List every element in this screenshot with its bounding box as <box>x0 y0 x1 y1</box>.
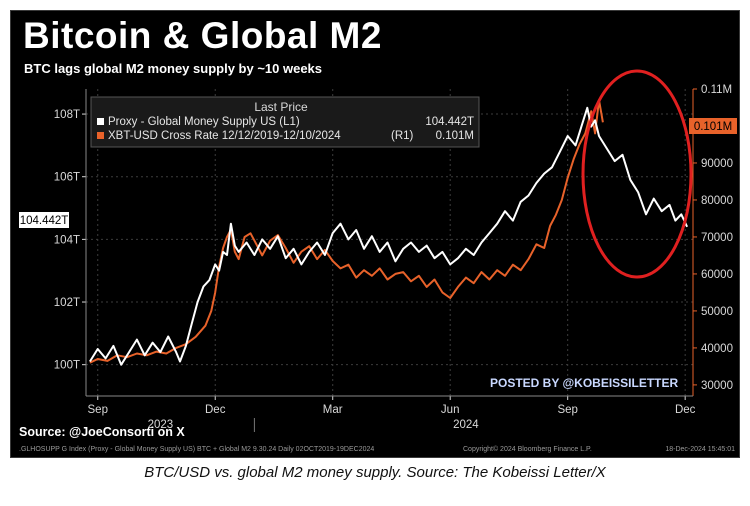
watermark: POSTED BY @KOBEISSILETTER <box>490 376 679 390</box>
footer-timestamp: 18-Dec-2024 15:45:01 <box>665 446 735 453</box>
right-tick-label: 0.11M <box>701 84 732 96</box>
x-year-label: 2024 <box>453 419 479 431</box>
x-tick-label: Jun <box>441 404 460 416</box>
left-tick-label: 104T <box>54 234 80 246</box>
x-tick-label: Mar <box>323 404 343 416</box>
right-last-value-text: 0.101M <box>694 121 732 133</box>
right-tick-label: 30000 <box>701 380 733 392</box>
legend-m2-value: 104.442T <box>425 116 474 128</box>
right-tick-label: 40000 <box>701 343 733 355</box>
right-axis: 30000 40000 50000 60000 70000 80000 90000 0.11M <box>692 84 733 396</box>
x-tick-label: Sep <box>88 404 108 416</box>
left-last-value-tag: 104.442T <box>19 212 69 228</box>
footer-source: Source: @JoeConsorti on X <box>19 425 185 439</box>
left-tick-label: 102T <box>54 297 80 309</box>
x-tick-label: Dec <box>205 404 226 416</box>
legend: Last Price Proxy - Global Money Supply U… <box>90 96 480 148</box>
chart-panel: 100T 102T 104T 106T 108T 30000 40000 50000 6000… <box>10 10 740 458</box>
left-tick-label: 108T <box>54 109 80 121</box>
highlight-circle <box>581 69 693 279</box>
x-tick-label: Dec <box>675 404 696 416</box>
series-layer <box>89 99 689 366</box>
x-axis: Sep Dec Mar Jun Sep Dec 2023 2024 <box>86 395 696 432</box>
right-tick-label: 90000 <box>701 158 733 170</box>
right-tick-label: 50000 <box>701 306 733 318</box>
footer-copyright: Copyright© 2024 Bloomberg Finance L.P. <box>463 445 592 453</box>
x-tick-label: Sep <box>557 404 577 416</box>
chart-title: Bitcoin & Global M2 <box>23 15 382 56</box>
left-tick-label: 100T <box>54 360 80 372</box>
right-tick-label: 80000 <box>701 195 733 207</box>
footer-info: .GLHOSUPP G Index (Proxy - Global Money … <box>19 446 374 453</box>
legend-btc-label: XBT-USD Cross Rate 12/12/2019-12/10/2024 <box>108 130 341 142</box>
figure-caption: BTC/USD vs. global M2 money supply. Sour… <box>144 464 606 481</box>
right-tick-label: 60000 <box>701 269 733 281</box>
legend-btc-swatch <box>97 132 104 139</box>
legend-btc-value: 0.101M <box>436 130 474 142</box>
left-last-value-text: 104.442T <box>20 215 69 227</box>
right-last-value-tag: 0.101M <box>689 118 737 134</box>
legend-m2-swatch <box>97 118 104 125</box>
btc-series-line <box>89 99 604 364</box>
chart-canvas: 100T 102T 104T 106T 108T 30000 40000 50000 6000… <box>19 69 737 453</box>
left-axis: 100T 102T 104T 106T 108T <box>54 89 87 396</box>
left-tick-label: 106T <box>54 172 80 184</box>
legend-heading: Last Price <box>254 100 308 114</box>
legend-btc-axis-tag: (R1) <box>391 130 414 142</box>
right-tick-label: 70000 <box>701 232 733 244</box>
chart-subtitle: BTC lags global M2 money supply by ~10 w… <box>24 61 323 76</box>
legend-m2-label: Proxy - Global Money Supply US (L1) <box>108 116 300 128</box>
m2-series-line <box>89 106 689 366</box>
x-year-label: 2023 <box>148 419 174 431</box>
